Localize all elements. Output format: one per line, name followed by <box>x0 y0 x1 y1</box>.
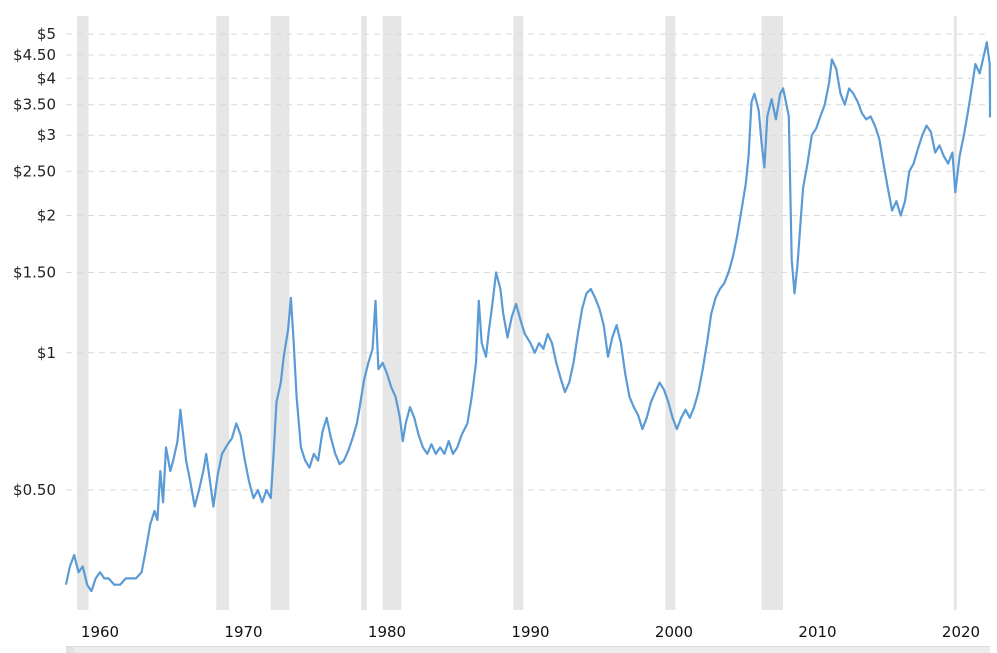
y-tick-label: $4.50 <box>13 46 56 64</box>
y-tick-label: $1 <box>37 344 56 362</box>
recession-band <box>761 16 784 610</box>
x-tick-label: 1960 <box>81 623 119 641</box>
y-tick-label: $0.50 <box>13 481 56 499</box>
y-tick-label: $2 <box>37 207 56 225</box>
y-tick-label: $3.50 <box>13 96 56 114</box>
recession-band <box>270 16 290 610</box>
y-tick-label: $2.50 <box>13 162 56 180</box>
x-tick-label: 1980 <box>368 623 406 641</box>
range-navigator-scrollbar[interactable] <box>66 646 990 653</box>
recession-band <box>665 16 676 610</box>
x-tick-label: 2010 <box>798 623 836 641</box>
y-tick-label: $5 <box>37 25 56 43</box>
y-tick-label: $4 <box>37 69 56 87</box>
navigator-handle[interactable] <box>66 647 74 653</box>
y-axis-labels: $5 $4.50 $4 $3.50 $3 $2.50 $2 $1.50 $1 $0.50 <box>13 25 56 499</box>
y-tick-label: $1.50 <box>13 263 56 281</box>
price-series-line <box>64 41 992 593</box>
x-tick-label: 1970 <box>224 623 262 641</box>
x-tick-label: 2000 <box>655 623 693 641</box>
recession-band <box>361 16 367 610</box>
x-tick-label: 1990 <box>511 623 549 641</box>
y-gridlines <box>66 33 986 491</box>
recession-band <box>77 16 89 610</box>
y-tick-label: $3 <box>37 126 56 144</box>
recession-band <box>953 16 957 610</box>
x-axis-labels: 1960 1970 1980 1990 2000 2010 2020 <box>81 623 980 641</box>
recession-band <box>382 16 402 610</box>
x-tick-label: 2020 <box>942 623 980 641</box>
